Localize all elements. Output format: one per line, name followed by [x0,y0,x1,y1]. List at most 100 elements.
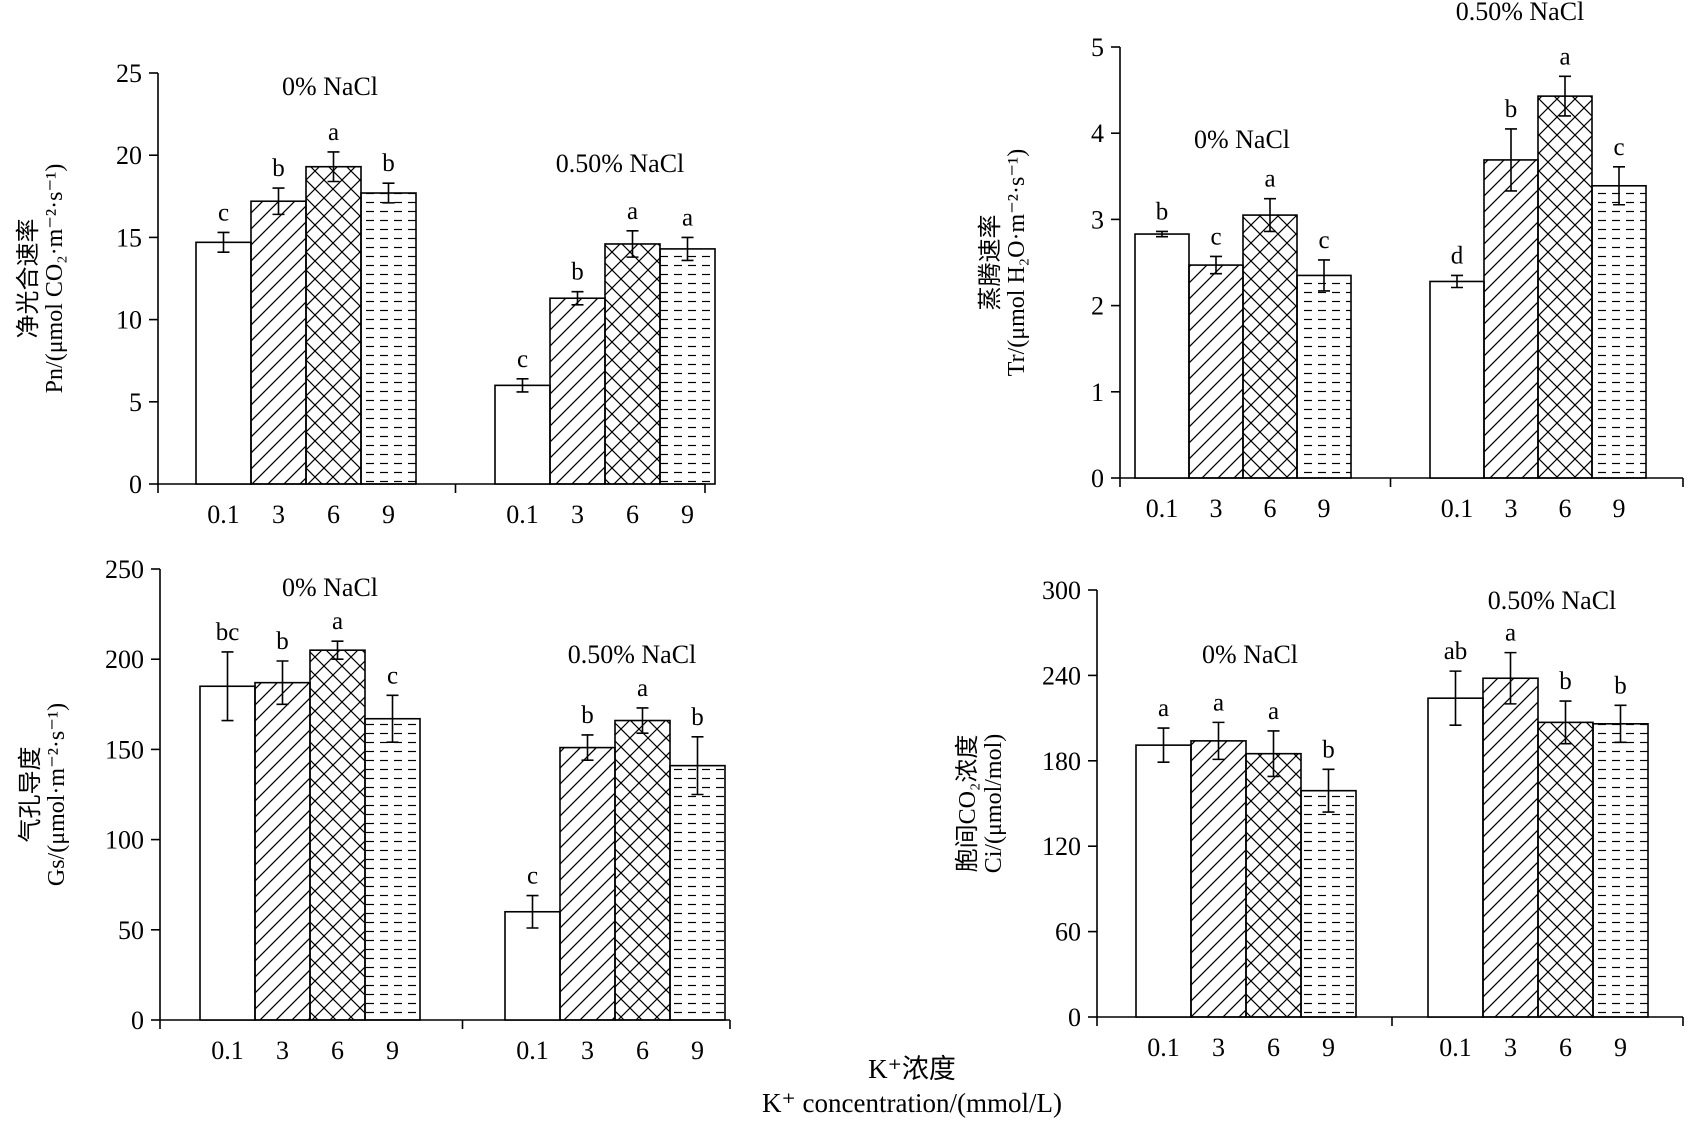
y-tick-label: 5 [1091,33,1104,62]
error-bar [1322,768,1335,813]
x-axis-title-cn: K⁺浓度 [868,1054,956,1084]
error-bar [1157,727,1170,764]
significance-label: c [1318,227,1329,254]
significance-label: ab [1444,638,1468,665]
y-tick-label: 50 [118,916,144,945]
x-tick-label: 0.1 [211,1036,244,1065]
bar [1300,789,1357,1018]
error-bar [1210,255,1222,275]
bar [1134,233,1190,479]
significance-label: b [382,150,395,177]
panel-2: 0 1 2 3 4 5 b 0.1 c 3 a 6 c 9 0% NaCl d 0.1 b 3 a 6 c 9 0.50% N… [977,0,1684,523]
error-bar [221,651,234,722]
x-tick-label: 9 [386,1036,399,1065]
significance-label: a [1213,689,1224,716]
y-tick-label: 120 [1042,832,1081,861]
x-tick-label: 9 [1613,494,1626,523]
significance-label: a [328,119,339,146]
y-tick-label: 250 [105,555,144,584]
bar [1188,264,1244,479]
x-tick-label: 3 [272,500,285,529]
error-bar [217,231,230,253]
bar [1429,280,1485,479]
bar [669,764,726,1021]
x-tick-label: 9 [681,500,694,529]
bar [1245,752,1302,1018]
x-tick-label: 0.1 [1439,1033,1472,1062]
significance-label: c [517,346,528,373]
y-tick-label: 100 [105,826,144,855]
error-bar [1559,75,1571,117]
group-label: 0% NaCl [282,573,378,602]
bar [1483,159,1539,479]
error-bar [526,894,539,929]
error-bar [581,734,594,762]
y-tick-label: 4 [1091,119,1104,148]
x-tick-label: 3 [1212,1033,1225,1062]
y-axis-title: 胞间CO₂浓度 [954,735,981,873]
x-tick-label: 0.1 [516,1036,549,1065]
significance-label: b [581,702,594,729]
x-tick-label: 6 [1559,494,1572,523]
x-tick-label: 6 [331,1036,344,1065]
bar [254,681,311,1021]
y-tick-label: 0 [131,1006,144,1035]
bar [360,192,417,485]
y-axis-unit: Tr/(μmol H₂O·m⁻²·s⁻¹) [1004,149,1030,376]
significance-label: b [1559,668,1572,695]
x-tick-label: 3 [1505,494,1518,523]
bar [1482,677,1539,1018]
x-tick-label: 0.1 [1146,494,1179,523]
significance-label: b [1505,96,1518,123]
significance-label: a [1559,43,1570,70]
y-tick-label: 180 [1042,747,1081,776]
x-tick-label: 6 [1267,1033,1280,1062]
error-bar [327,151,340,183]
bar [1537,721,1594,1018]
error-bar [1505,128,1517,192]
significance-label: b [571,259,584,286]
significance-label: a [637,675,648,702]
significance-label: a [1264,166,1275,193]
y-tick-label: 1 [1091,378,1104,407]
error-bar [691,735,704,796]
bar [604,243,661,485]
error-bar [1318,259,1330,292]
x-tick-label: 9 [1318,494,1331,523]
error-bar [1267,730,1280,778]
x-tick-label: 0.1 [1147,1033,1180,1062]
significance-label: a [332,608,343,635]
x-tick-label: 6 [1559,1033,1572,1062]
significance-label: c [387,662,398,689]
error-bar [1156,230,1168,238]
error-bar [681,236,694,262]
bar [1296,274,1352,479]
x-tick-label: 9 [1614,1033,1627,1062]
y-axis-unit: Ci/(μmol/mol) [981,734,1007,874]
significance-label: c [1613,134,1624,161]
significance-label: b [276,628,289,655]
significance-label: a [627,198,638,225]
y-tick-label: 2 [1091,292,1104,321]
group-label: 0% NaCl [1194,125,1290,154]
y-axis-title: 蒸腾速率 [977,215,1004,311]
x-tick-label: 9 [691,1036,704,1065]
x-tick-label: 3 [571,500,584,529]
error-bar [1613,166,1625,206]
error-bar [1449,670,1462,727]
y-axis-unit: Gs/(μmol·m⁻²·s⁻¹) [44,703,70,886]
error-bar [331,640,344,660]
panel-3: 0 50 100 150 200 250 bc 0.1 b 3 a 6 c 9 0% NaCl c 0.1 b 3 a… [17,555,731,1065]
panel-1: 0 5 10 15 20 25 c 0.1 b 3 a 6 b 9 0% NaCl c 0.1 b 3 a 6 a 9 0.5… [15,59,716,529]
y-axis-title: 气孔导度 [17,747,44,843]
x-tick-label: 6 [327,500,340,529]
x-tick-label: 3 [1504,1033,1517,1062]
x-tick-label: 6 [636,1036,649,1065]
group-label: 0.50% NaCl [1488,586,1617,615]
error-bar [1451,274,1463,289]
bar [250,200,307,485]
x-axis-title-en: K⁺ concentration/(mmol/L) [762,1088,1062,1118]
group-label: 0.50% NaCl [556,149,685,178]
y-tick-label: 300 [1042,576,1081,605]
bar [1190,740,1247,1018]
